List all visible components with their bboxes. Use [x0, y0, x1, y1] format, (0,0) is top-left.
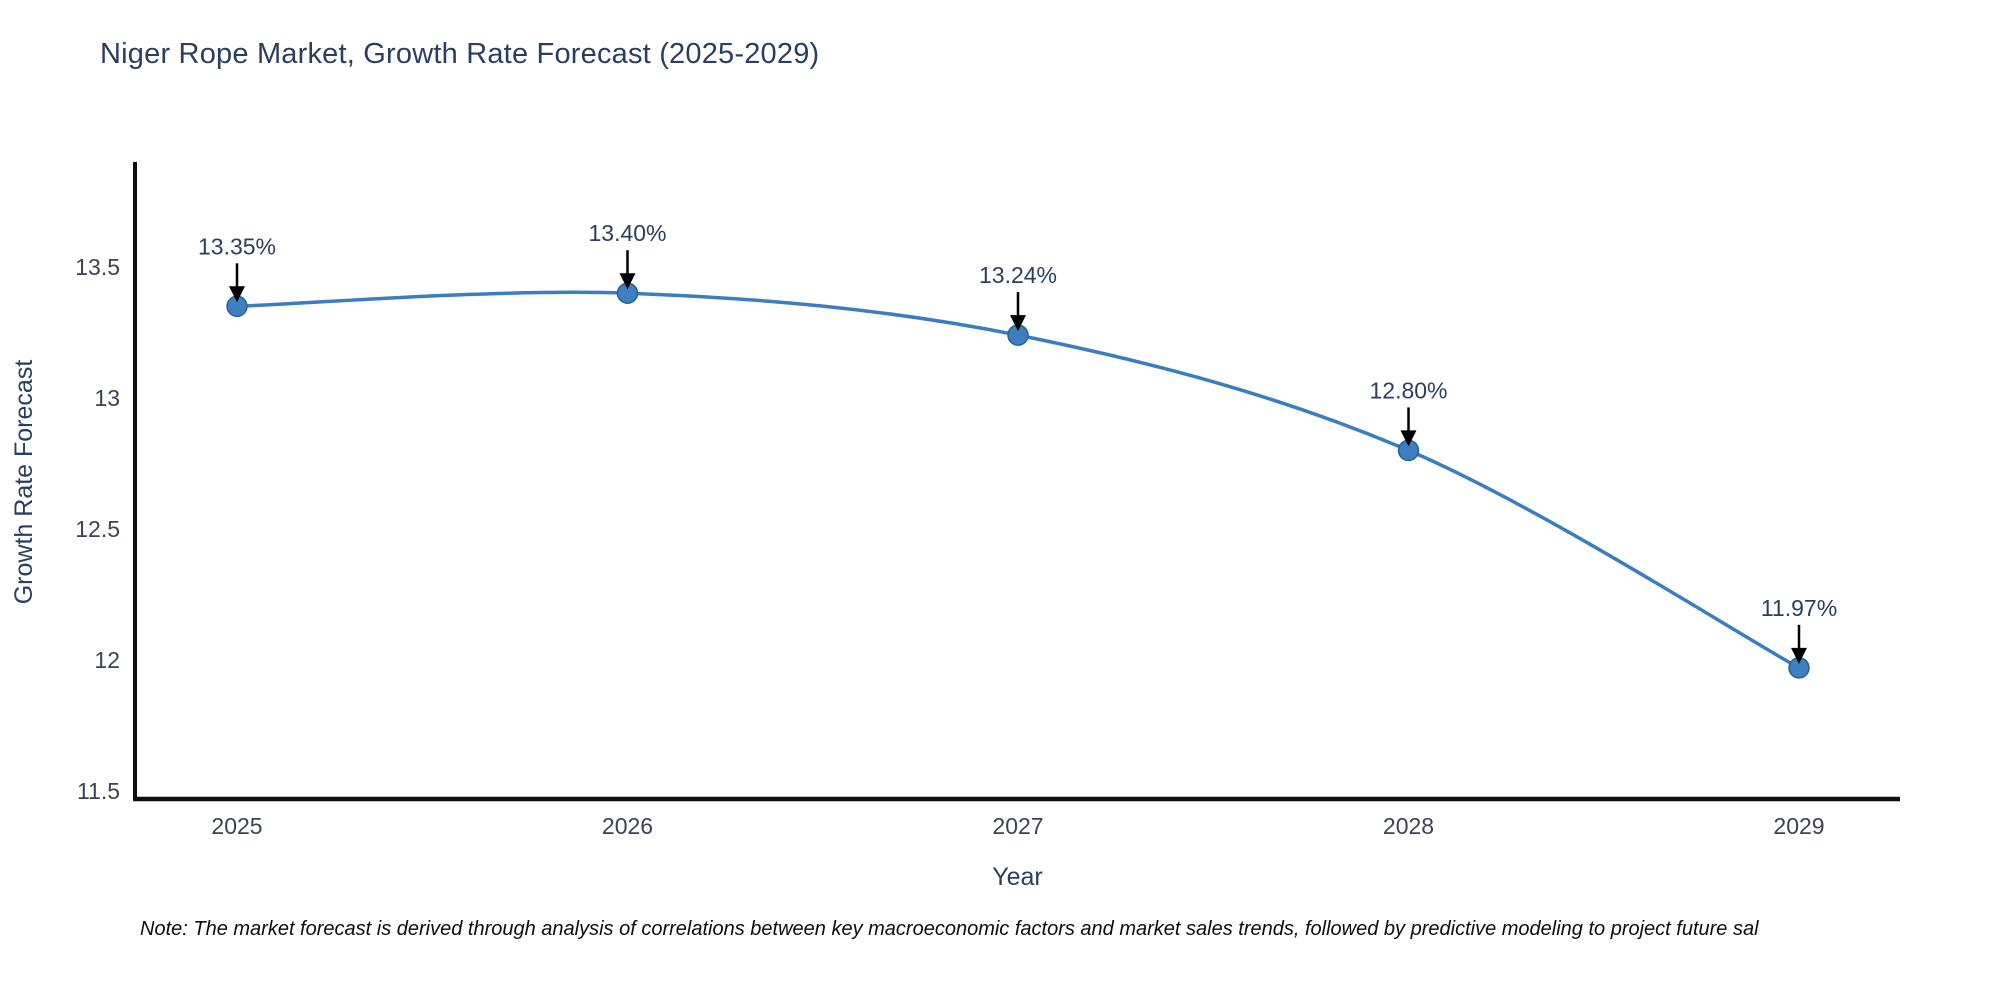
series-line [235, 290, 1801, 670]
x-tick-label: 2028 [1383, 813, 1434, 839]
x-tick-label: 2026 [602, 813, 653, 839]
y-tick-label: 12 [94, 647, 120, 673]
annotation-label: 11.97% [1761, 595, 1837, 621]
annotation-arrowhead [1010, 315, 1026, 332]
annotation-arrowhead [1791, 647, 1807, 664]
y-axis-title: Growth Rate Forecast [10, 360, 38, 605]
annotation-label: 13.35% [198, 233, 276, 259]
x-tick-label: 2027 [992, 813, 1043, 839]
annotation-arrowhead [1400, 430, 1417, 447]
y-tick-label: 13 [94, 385, 120, 411]
y-tick-label: 12.5 [75, 516, 120, 542]
annotation-label: 12.80% [1369, 377, 1447, 403]
x-tick-label: 2025 [211, 813, 262, 839]
annotation-label: 13.24% [979, 262, 1057, 288]
chart-title: Niger Rope Market, Growth Rate Forecast … [100, 38, 820, 70]
y-tick-label: 11.5 [77, 778, 120, 804]
x-axis-title: Year [992, 863, 1043, 891]
annotation-label: 13.40% [588, 220, 666, 246]
footnote: Note: The market forecast is derived thr… [140, 918, 1759, 940]
x-tick-label: 2029 [1773, 813, 1824, 839]
y-tick-label: 13.5 [75, 254, 120, 280]
annotation-arrowhead [619, 273, 636, 290]
annotation-arrowhead [229, 286, 245, 303]
